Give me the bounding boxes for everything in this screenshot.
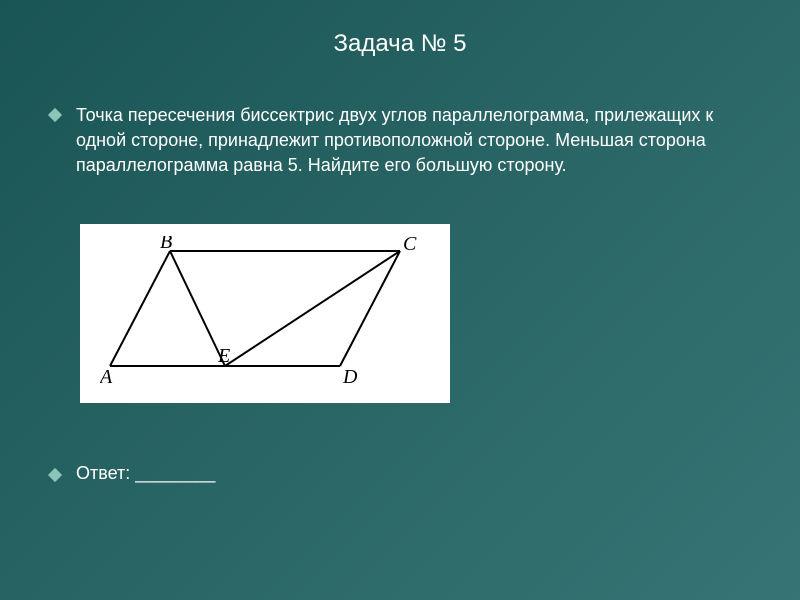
svg-text:B: B	[160, 236, 172, 253]
problem-item: Точка пересечения биссектрис двух углов …	[50, 103, 750, 179]
geometry-figure: A B C D E	[80, 224, 450, 403]
slide-container: Задача № 5 Точка пересечения биссектрис …	[0, 0, 800, 600]
svg-text:D: D	[342, 366, 358, 386]
answer-text: Ответ: ________	[76, 463, 215, 484]
slide-title: Задача № 5	[50, 30, 750, 58]
answer-item: Ответ: ________	[50, 463, 750, 484]
parallelogram-diagram: A B C D E	[100, 236, 430, 386]
svg-text:E: E	[217, 345, 230, 367]
problem-text: Точка пересечения биссектрис двух углов …	[76, 103, 750, 179]
svg-text:C: C	[403, 236, 417, 255]
bullet-icon	[48, 108, 62, 122]
svg-text:A: A	[100, 366, 113, 386]
slide-content: Точка пересечения биссектрис двух углов …	[50, 103, 750, 484]
bullet-icon	[48, 467, 62, 481]
